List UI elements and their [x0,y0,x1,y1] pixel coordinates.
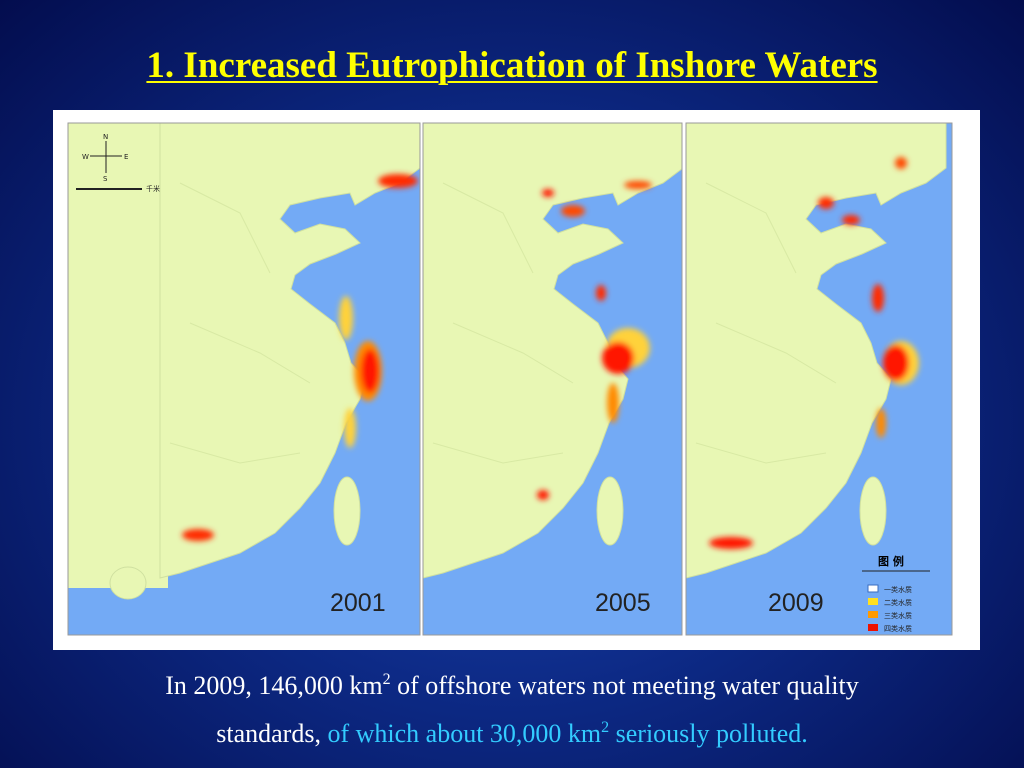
legend-item: 三类水质 [884,611,912,620]
compass-s: S [103,175,108,183]
map-year: 2005 [595,589,651,617]
map-panel: 2005 [423,123,682,635]
map-year: 2001 [330,589,386,617]
map-panel: N S W E 千米 2001 [68,123,420,635]
caption-sup: 2 [601,719,610,736]
compass-n: N [103,133,108,141]
legend-item: 一类水质 [884,585,912,594]
caption-text: of offshore waters not meeting water qua… [390,671,859,700]
map-panel: 2009 图 例 一类水质 二类水质 三类水质 四类水质 [686,123,952,635]
scale-unit: 千米 [146,184,160,193]
compass: N S W E [82,133,128,183]
legend-item: 四类水质 [884,624,912,633]
compass-e: E [124,153,128,161]
legend: 图 例 一类水质 二类水质 三类水质 四类水质 [862,554,930,633]
caption-text: standards, [216,719,321,748]
caption-highlight: seriously polluted. [609,719,808,748]
caption-sup: 2 [382,671,391,688]
legend-item: 二类水质 [884,598,912,607]
map-year: 2009 [768,589,824,617]
map-figure: N S W E 千米 2001 2005 2009 图 例 [53,110,980,650]
compass-w: W [82,153,89,161]
caption-text: In 2009, 146,000 km [165,671,383,700]
caption: In 2009, 146,000 km2 of offshore waters … [0,662,1024,758]
caption-highlight: of which about 30,000 km [320,719,602,748]
legend-title: 图 例 [878,554,904,568]
slide-title: 1. Increased Eutrophication of Inshore W… [146,45,878,86]
